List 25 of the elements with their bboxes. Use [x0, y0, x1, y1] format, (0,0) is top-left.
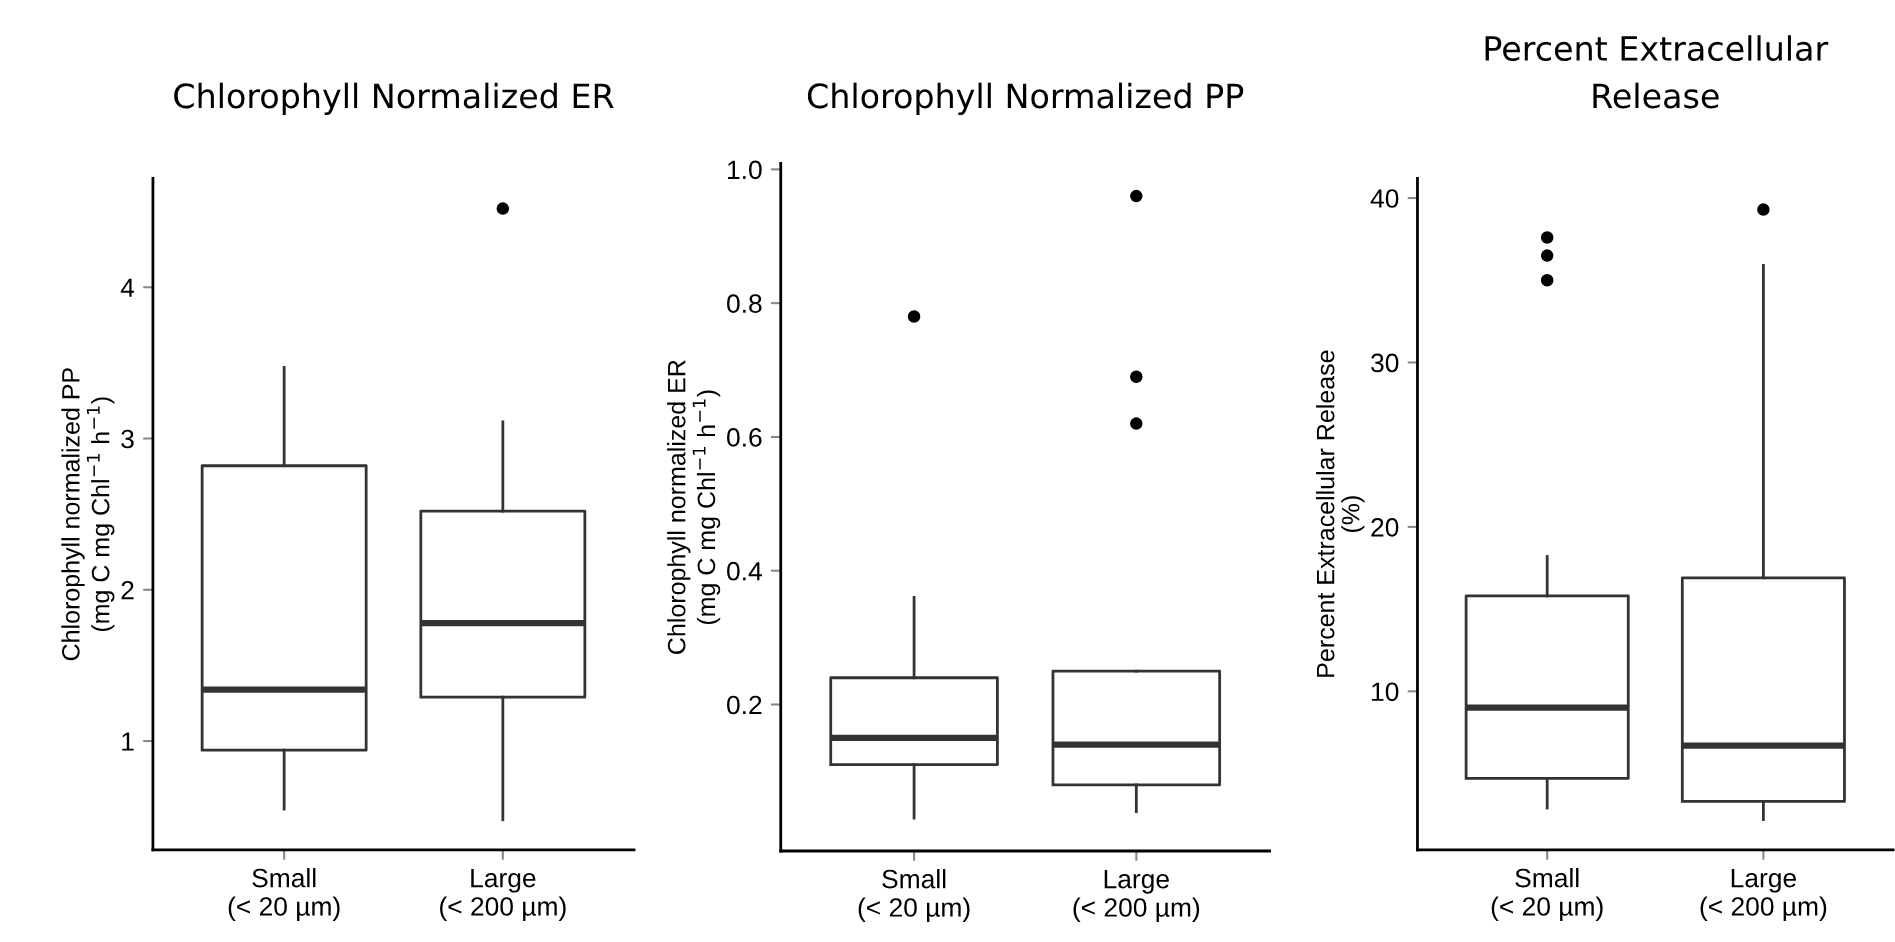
x-tick-label: Large (< 200 µm) [440, 868, 566, 922]
chart-title: Percent Extracellular Release [1485, 35, 1829, 109]
x-tick-label: Large (< 200 µm) [1700, 868, 1827, 922]
y-tick-label: 30 [1371, 353, 1399, 373]
y-tick-label: 0.2 [727, 695, 762, 715]
y-tick-label: 20 [1371, 518, 1399, 537]
y-tick-label: 10 [1372, 682, 1399, 702]
y-tick-label: 0.8 [727, 294, 762, 313]
x-tick-label: Small (< 20 µm) [1491, 868, 1603, 922]
y-axis-title: Chlorophyll normalized PP (mg C mg Chl$^{−1}$ h$^{−1}$) [61, 368, 115, 661]
y-tick-label: 0.4 [727, 561, 762, 581]
y-axis-title: Chlorophyll normalized ER (mg C mg Chl$^{−1}$ h$^{−1}$) [667, 360, 721, 654]
x-tick-label: Large (< 200 µm) [1073, 870, 1200, 923]
y-tick-label: 1 [122, 732, 134, 751]
y-tick-label: 3 [121, 429, 134, 449]
y-axis-title: Percent Extracellular Release (%) [1316, 350, 1365, 677]
chart-title: Chlorophyll Normalized ER [174, 82, 614, 115]
chart-title: Chlorophyll Normalized PP [807, 82, 1244, 115]
y-tick-label: 0.6 [727, 428, 762, 447]
y-tick-label: 2 [121, 580, 134, 600]
x-tick-label: Small (< 20 µm) [228, 868, 340, 922]
y-tick-label: 40 [1370, 189, 1399, 208]
y-tick-label: 4 [120, 278, 135, 297]
y-tick-label: 1.0 [728, 160, 762, 180]
x-tick-label: Small (< 20 µm) [858, 869, 970, 923]
